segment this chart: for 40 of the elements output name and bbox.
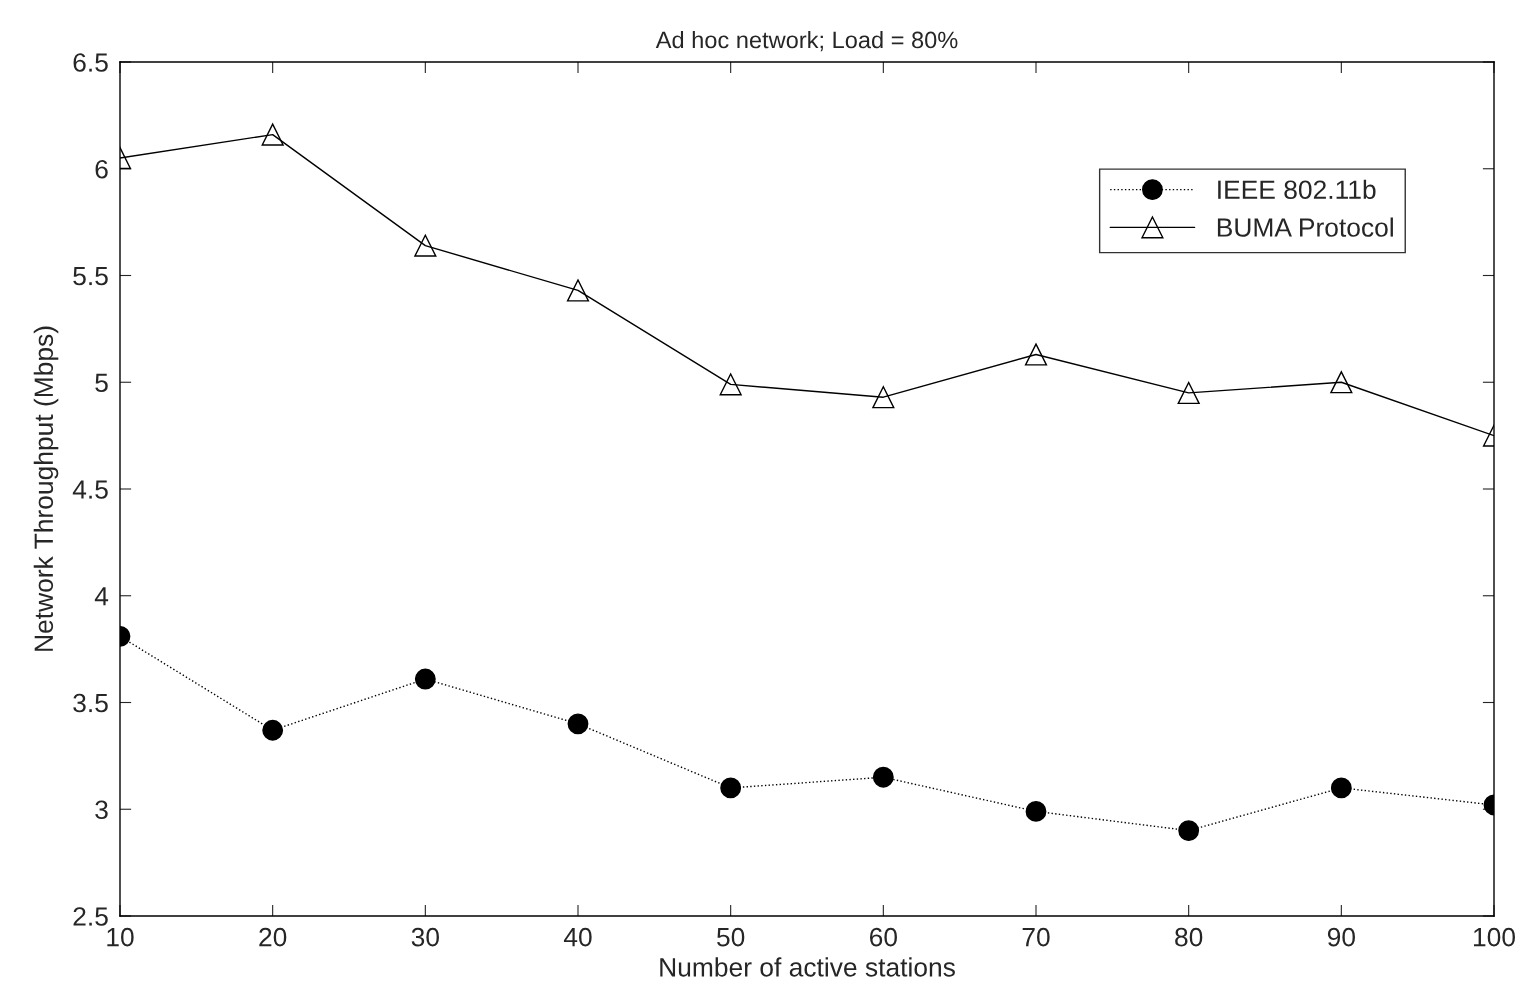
y-tick-label: 6.5 <box>73 53 108 72</box>
point <box>1177 381 1200 405</box>
x-tick-label: 60 <box>870 927 897 947</box>
point <box>720 777 742 799</box>
point <box>719 373 742 396</box>
y-axis-title: Network Throughput (Mbps) <box>33 326 59 651</box>
legend-label: BUMA Protocol <box>1217 217 1393 237</box>
point <box>262 719 284 741</box>
point <box>872 386 895 409</box>
y-tick-label: 5 <box>95 373 108 393</box>
point <box>567 713 589 735</box>
point <box>261 123 284 146</box>
y-tick-label: 3.5 <box>73 693 108 713</box>
y-tick-label: 4 <box>94 587 109 606</box>
legend-label: IEEE 802.11b <box>1218 179 1376 200</box>
point <box>414 234 437 257</box>
x-tick-label: 80 <box>1175 927 1203 947</box>
y-tick-label: 2.5 <box>73 907 108 926</box>
x-tick-label: 90 <box>1327 927 1355 947</box>
x-axis-title: Number of active stations <box>660 957 955 977</box>
point <box>1330 777 1352 799</box>
x-tick-label: 10 <box>107 927 134 947</box>
point <box>1330 371 1353 394</box>
y-tick-label: 5.5 <box>73 266 108 286</box>
x-tick-label: 100 <box>1474 927 1515 947</box>
y-tick-label: 4.5 <box>72 480 108 499</box>
point <box>1024 343 1048 366</box>
x-tick-label: 20 <box>259 927 287 947</box>
point <box>1178 820 1200 842</box>
y-tick-label: 3 <box>95 800 108 820</box>
x-tick-label: 30 <box>411 927 439 947</box>
x-tick-label: 50 <box>717 927 745 947</box>
x-tick-label: 70 <box>1022 927 1050 947</box>
point <box>566 279 590 302</box>
point <box>1025 800 1047 822</box>
x-tick-label: 40 <box>563 927 592 947</box>
chart-title: Ad hoc network; Load = 80% <box>655 31 958 52</box>
point <box>414 668 436 690</box>
point <box>872 766 894 788</box>
y-tick-label: 6 <box>95 159 108 179</box>
